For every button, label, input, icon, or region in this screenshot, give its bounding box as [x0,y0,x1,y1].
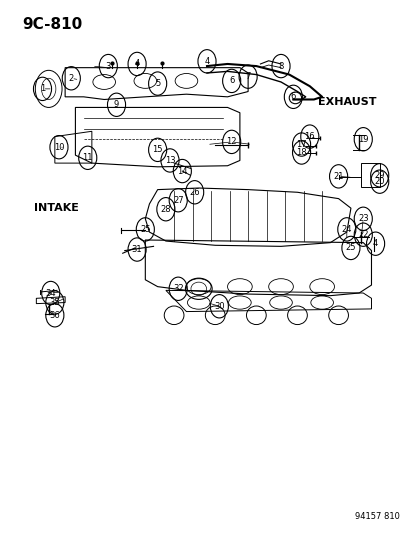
Text: 5: 5 [154,79,160,88]
Text: 9C-810: 9C-810 [22,17,82,33]
Text: 13: 13 [164,156,175,165]
Text: 17: 17 [296,140,306,149]
Text: 31: 31 [131,245,142,254]
Text: 8: 8 [278,62,283,70]
Text: 24: 24 [341,225,351,234]
Text: 7: 7 [245,72,250,81]
Text: 20: 20 [374,177,384,186]
Text: 2: 2 [69,74,74,83]
Text: 34: 34 [45,288,56,297]
Text: 30: 30 [214,302,224,311]
Text: 94157 810: 94157 810 [354,512,399,521]
Text: 6: 6 [290,92,295,101]
Text: 28: 28 [160,205,171,214]
Text: 6: 6 [228,76,234,85]
Text: 18: 18 [296,148,306,157]
Text: 9: 9 [114,100,119,109]
Text: 15: 15 [152,146,162,155]
Text: 32: 32 [173,284,183,293]
Text: 26: 26 [189,188,199,197]
Text: 27: 27 [173,196,183,205]
Text: 29: 29 [374,171,384,180]
Text: 36: 36 [49,311,60,320]
Text: 1: 1 [40,84,45,93]
Text: 25: 25 [140,225,150,234]
Text: 22: 22 [357,230,368,239]
Text: INTAKE: INTAKE [34,203,79,213]
Text: 19: 19 [357,135,368,144]
Text: EXHAUST: EXHAUST [317,97,375,107]
Text: 12: 12 [226,138,236,147]
Text: 10: 10 [54,143,64,152]
Text: 21: 21 [332,172,343,181]
Text: 4: 4 [204,57,209,66]
Text: 25: 25 [345,244,355,253]
Text: 4: 4 [372,239,377,248]
Text: 11: 11 [82,154,93,163]
Text: 35: 35 [50,298,60,307]
Text: 4: 4 [134,60,139,68]
Text: 16: 16 [304,132,314,141]
Text: 23: 23 [357,214,368,223]
Text: 14: 14 [177,166,187,175]
Text: 3: 3 [105,62,111,70]
